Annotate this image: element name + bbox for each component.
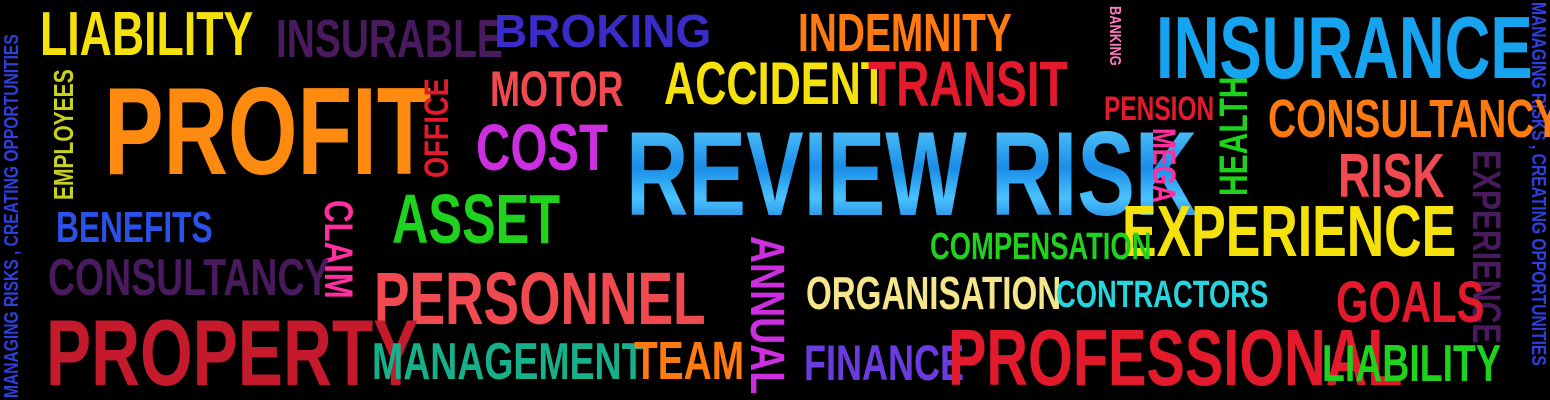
word-indemnity: INDEMNITY bbox=[798, 3, 1012, 63]
word-liability-bottom: LIABILITY bbox=[1322, 335, 1501, 393]
word-broking: BROKING bbox=[494, 5, 712, 57]
word-banking: BANKING bbox=[1106, 6, 1123, 66]
word-accident: ACCIDENT bbox=[664, 50, 888, 117]
word-compensation: COMPENSATION bbox=[930, 226, 1152, 268]
tagline-left: MANAGING RISKS , CREATING OPPORTUNITIES bbox=[1, 34, 23, 399]
word-professional: PROFESSIONAL bbox=[948, 313, 1403, 400]
word-annual: ANNUAL bbox=[740, 236, 793, 395]
word-benefits: BENEFITS bbox=[56, 203, 213, 252]
word-property: PROPERTY bbox=[46, 300, 419, 400]
word-employees: EMPLOYEES bbox=[48, 69, 79, 200]
word-transit: TRANSIT bbox=[868, 48, 1068, 120]
word-team: TEAM bbox=[634, 331, 745, 391]
word-goals: GOALS bbox=[1336, 270, 1485, 335]
word-insurable: INSURABLE bbox=[276, 9, 503, 69]
word-profit: PROFIT bbox=[104, 63, 432, 201]
word-cost: COST bbox=[476, 110, 609, 184]
word-finance: FINANCE bbox=[804, 335, 964, 391]
word-risk: RISK bbox=[1338, 142, 1445, 211]
word-office: OFFICE bbox=[418, 78, 456, 178]
word-asset: ASSET bbox=[392, 180, 561, 258]
word-consultancy-left: CONSULTANCY bbox=[48, 249, 330, 307]
word-insurance: INSURANCE bbox=[1156, 0, 1533, 97]
word-liability-top: LIABILITY bbox=[40, 0, 254, 69]
word-personnel: PERSONNEL bbox=[374, 257, 706, 340]
word-consultancy-right: CONSULTANCY bbox=[1268, 89, 1550, 149]
word-experience: EXPERIENCE bbox=[1122, 192, 1457, 272]
word-review-risk: REVIEW RISK bbox=[626, 107, 1198, 241]
word-motor: MOTOR bbox=[490, 61, 624, 117]
word-management: MANAGEMENT bbox=[372, 333, 645, 391]
word-contractors: CONTRACTORS bbox=[1056, 274, 1269, 316]
word-pension: PENSION bbox=[1104, 90, 1215, 128]
word-organisation: ORGANISATION bbox=[806, 267, 1062, 319]
word-health: HEALTH bbox=[1212, 76, 1256, 196]
